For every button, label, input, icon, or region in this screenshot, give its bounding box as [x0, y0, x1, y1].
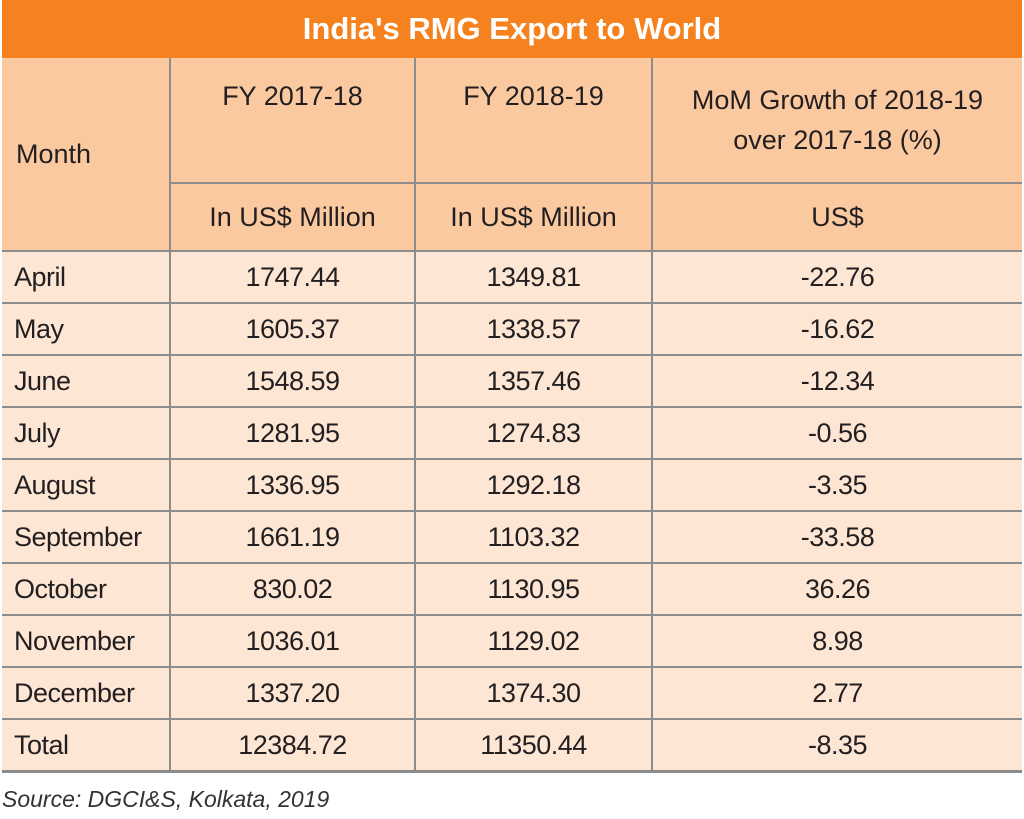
cell-fy-2018-19: 1274.83: [414, 406, 653, 460]
cell-month: November: [2, 614, 171, 668]
rmg-export-table: Month FY 2017-18 FY 2018-19 MoM Growth o…: [2, 58, 1022, 773]
cell-fy-2018-19: 1374.30: [414, 666, 653, 720]
cell-mom-growth: -8.35: [651, 718, 1022, 773]
cell-mom-growth: 2.77: [651, 666, 1022, 720]
header-mom-growth: MoM Growth of 2018-19 over 2017-18 (%): [651, 58, 1022, 184]
cell-mom-growth: -0.56: [651, 406, 1022, 460]
cell-fy-2018-19: 1338.57: [414, 302, 653, 356]
cell-fy-2017-18: 1337.20: [169, 666, 416, 720]
table-row: July 1281.95 1274.83 -0.56: [2, 406, 1022, 460]
cell-fy-2017-18: 1548.59: [169, 354, 416, 408]
source-note: Source: DGCI&S, Kolkata, 2019: [2, 786, 330, 812]
cell-mom-growth: 36.26: [651, 562, 1022, 616]
cell-month: June: [2, 354, 171, 408]
cell-fy-2017-18: 1281.95: [169, 406, 416, 460]
cell-month: December: [2, 666, 171, 720]
cell-mom-growth: 8.98: [651, 614, 1022, 668]
cell-fy-2018-19: 1349.81: [414, 250, 653, 304]
cell-fy-2018-19: 1292.18: [414, 458, 653, 512]
cell-fy-2018-19: 1129.02: [414, 614, 653, 668]
cell-mom-growth: -22.76: [651, 250, 1022, 304]
cell-mom-growth: -33.58: [651, 510, 1022, 564]
table-row: April 1747.44 1349.81 -22.76: [2, 250, 1022, 304]
table-row: September 1661.19 1103.32 -33.58: [2, 510, 1022, 564]
cell-fy-2018-19: 11350.44: [414, 718, 653, 773]
cell-month: October: [2, 562, 171, 616]
cell-fy-2017-18: 1661.19: [169, 510, 416, 564]
table-row: October 830.02 1130.95 36.26: [2, 562, 1022, 616]
cell-fy-2017-18: 1036.01: [169, 614, 416, 668]
table-row: June 1548.59 1357.46 -12.34: [2, 354, 1022, 408]
cell-month: September: [2, 510, 171, 564]
table-row: November 1036.01 1129.02 8.98: [2, 614, 1022, 668]
table-title: India's RMG Export to World: [2, 0, 1022, 58]
table-row: Total 12384.72 11350.44 -8.35: [2, 718, 1022, 773]
cell-mom-growth: -12.34: [651, 354, 1022, 408]
cell-fy-2017-18: 1336.95: [169, 458, 416, 512]
table-row: August 1336.95 1292.18 -3.35: [2, 458, 1022, 512]
cell-fy-2018-19: 1103.32: [414, 510, 653, 564]
header-fy-2017-18: FY 2017-18: [169, 58, 416, 184]
header-mom-growth-line2: over 2017-18 (%): [733, 125, 942, 155]
header-month: Month: [2, 58, 171, 252]
cell-fy-2017-18: 830.02: [169, 562, 416, 616]
cell-month: July: [2, 406, 171, 460]
cell-mom-growth: -3.35: [651, 458, 1022, 512]
cell-fy-2018-19: 1357.46: [414, 354, 653, 408]
cell-month: April: [2, 250, 171, 304]
cell-month: May: [2, 302, 171, 356]
header-mom-growth-line1: MoM Growth of 2018-19: [691, 85, 984, 115]
table-row: May 1605.37 1338.57 -16.62: [2, 302, 1022, 356]
subheader-2017-18-unit: In US$ Million: [170, 182, 416, 252]
cell-fy-2018-19: 1130.95: [414, 562, 653, 616]
cell-fy-2017-18: 12384.72: [169, 718, 416, 773]
subheader-2018-19-unit: In US$ Million: [414, 182, 653, 252]
cell-fy-2017-18: 1605.37: [169, 302, 416, 356]
subheader-growth-unit: US$: [651, 182, 1022, 252]
cell-mom-growth: -16.62: [651, 302, 1022, 356]
cell-fy-2017-18: 1747.44: [169, 250, 416, 304]
cell-month: Total: [2, 718, 171, 773]
table-row: December 1337.20 1374.30 2.77: [2, 666, 1022, 720]
cell-month: August: [2, 458, 171, 512]
header-fy-2018-19: FY 2018-19: [414, 58, 653, 184]
